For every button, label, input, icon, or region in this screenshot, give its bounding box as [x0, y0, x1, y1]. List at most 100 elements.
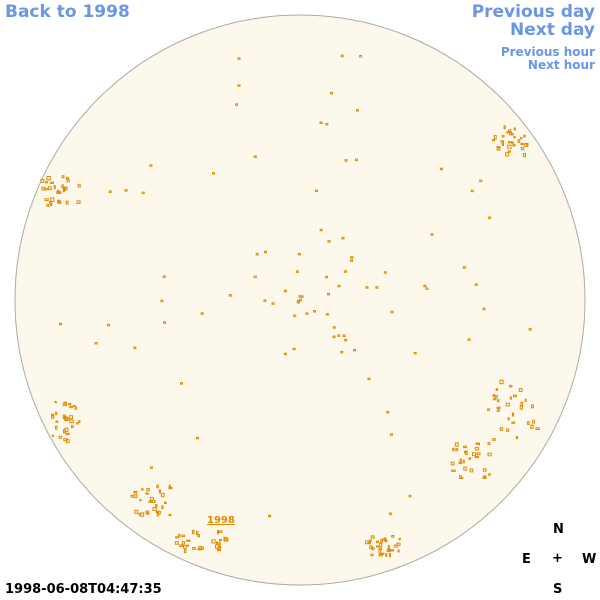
- contour-speck: [378, 547, 382, 551]
- contour-speck: [44, 198, 49, 202]
- contour-speck: [488, 216, 492, 219]
- contour-speck: [69, 419, 74, 424]
- contour-speck: [527, 421, 530, 425]
- contour-speck: [69, 415, 73, 420]
- contour-speck: [474, 447, 480, 451]
- contour-speck: [496, 406, 501, 409]
- contour-speck: [365, 286, 369, 289]
- contour-speck: [149, 164, 153, 167]
- contour-speck: [500, 140, 504, 143]
- contour-speck: [344, 338, 348, 342]
- contour-speck: [55, 411, 58, 416]
- contour-speck: [350, 256, 354, 259]
- contour-speck: [474, 283, 478, 286]
- contour-speck: [255, 253, 259, 256]
- contour-speck: [520, 146, 525, 151]
- contour-speck: [386, 548, 392, 552]
- contour-speck: [68, 403, 72, 406]
- contour-speck: [191, 529, 195, 535]
- contour-speck: [368, 541, 371, 545]
- contour-speck: [513, 136, 516, 139]
- contour-speck: [499, 379, 504, 385]
- contour-speck: [197, 548, 202, 551]
- contour-speck: [528, 328, 532, 331]
- contour-speck: [459, 458, 462, 462]
- contour-speck: [58, 435, 63, 439]
- contour-speck: [152, 507, 157, 511]
- contour-speck: [181, 541, 186, 545]
- contour-speck: [201, 546, 204, 550]
- contour-speck: [146, 487, 150, 492]
- next-day-link[interactable]: Next day: [510, 20, 595, 40]
- contour-speck: [408, 494, 412, 498]
- contour-speck: [520, 142, 524, 145]
- contour-speck: [525, 142, 529, 146]
- contour-speck: [146, 512, 150, 515]
- contour-speck: [295, 270, 299, 273]
- contour-speck: [162, 275, 166, 278]
- contour-speck: [385, 553, 388, 557]
- contour-speck: [264, 250, 267, 254]
- contour-speck: [59, 322, 62, 326]
- contour-speck: [452, 447, 455, 452]
- year-marker-label[interactable]: 1998: [207, 515, 235, 526]
- contour-speck: [330, 91, 334, 95]
- contour-speck: [492, 398, 497, 401]
- contour-speck: [156, 484, 159, 489]
- contour-speck: [354, 158, 358, 162]
- contour-speck: [380, 552, 385, 555]
- contour-speck: [134, 509, 139, 514]
- previous-hour-link[interactable]: Previous hour: [500, 45, 595, 59]
- contour-speck: [368, 539, 372, 543]
- contour-speck: [164, 501, 167, 505]
- contour-speck: [55, 420, 59, 423]
- contour-speck: [133, 490, 138, 494]
- contour-speck: [263, 299, 267, 302]
- contour-speck: [57, 200, 62, 204]
- contour-speck: [413, 351, 417, 355]
- next-hour-link[interactable]: Next hour: [527, 58, 595, 72]
- previous-day-link[interactable]: Previous day: [471, 2, 595, 22]
- contour-speck: [253, 275, 257, 278]
- contour-speck: [192, 547, 196, 550]
- contour-speck: [314, 189, 318, 193]
- contour-speck: [66, 179, 70, 183]
- contour-speck: [46, 176, 51, 181]
- contour-speck: [228, 294, 232, 297]
- contour-speck: [472, 452, 476, 457]
- contour-speck: [180, 382, 183, 385]
- contour-speck: [56, 191, 60, 194]
- contour-speck: [271, 302, 275, 305]
- contour-speck: [211, 539, 216, 544]
- contour-speck: [487, 408, 491, 411]
- back-to-year-link[interactable]: Back to 1998: [5, 2, 130, 22]
- contour-speck: [94, 342, 98, 345]
- contour-speck: [430, 233, 434, 236]
- contour-speck: [389, 512, 393, 515]
- contour-speck: [53, 185, 56, 190]
- contour-speck: [50, 203, 53, 207]
- contour-speck: [65, 432, 70, 436]
- contour-speck: [501, 135, 505, 138]
- contour-speck: [451, 469, 456, 472]
- contour-speck: [367, 377, 371, 381]
- contour-speck: [160, 299, 164, 303]
- contour-speck: [61, 184, 64, 189]
- contour-speck: [469, 468, 474, 473]
- contour-speck: [369, 545, 373, 549]
- contour-speck: [46, 204, 50, 207]
- contour-speck: [196, 436, 199, 440]
- contour-speck: [305, 312, 309, 315]
- contour-speck: [531, 404, 534, 409]
- contour-speck: [393, 544, 398, 548]
- contour-speck: [325, 275, 329, 279]
- contour-speck: [149, 466, 153, 469]
- contour-speck: [76, 200, 81, 204]
- contour-speck: [158, 489, 162, 494]
- contour-speck: [487, 442, 491, 445]
- contour-speck: [463, 466, 467, 471]
- contour-speck: [505, 402, 510, 407]
- contour-speck: [76, 422, 79, 425]
- contour-speck: [507, 417, 510, 421]
